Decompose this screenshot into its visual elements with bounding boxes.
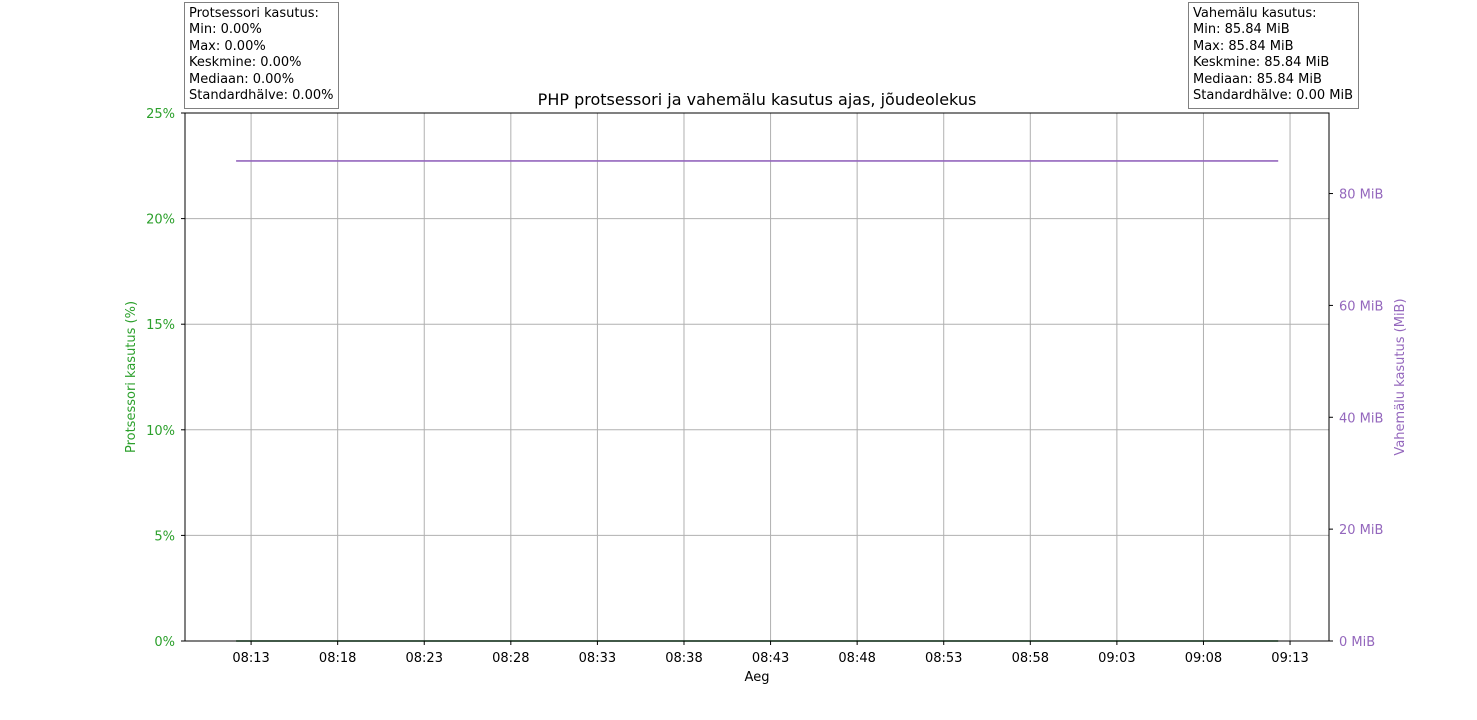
y-right-tick-label: 60 MiB [1339, 299, 1383, 314]
ticks-layer: 08:13 08:18 08:23 08:28 08:33 08:38 08:43 08:48… [146, 107, 1383, 666]
cpu-stats-median: Mediaan: 0.00% [189, 71, 295, 87]
cpu-stats-heading: Protsessori kasutus: [189, 6, 319, 21]
x-tick-label: 09:03 [1098, 651, 1135, 666]
y-left-tick-label: 0% [154, 635, 175, 650]
cpu-stats-std: Standardhälve: 0.00% [189, 88, 334, 104]
cpu-stats-mean: Keskmine: 0.00% [189, 55, 302, 71]
memory-stats-heading: Vahemälu kasutus: [1193, 6, 1317, 21]
x-tick-label: 08:28 [492, 651, 529, 666]
y-right-tick-label: 40 MiB [1339, 411, 1383, 426]
memory-stats-std: Standardhälve: 0.00 MiB [1193, 88, 1353, 104]
chart-title: PHP protsessori ja vahemälu kasutus ajas… [538, 90, 977, 109]
y-axis-label-right: Vahemälu kasutus (MiB) [1393, 298, 1408, 455]
grid [185, 112, 1329, 642]
x-tick-label: 08:58 [1012, 651, 1049, 666]
y-right-tick-label: 20 MiB [1339, 523, 1383, 538]
cpu-stats-max: Max: 0.00% [189, 38, 266, 54]
plot-area-frame [184, 112, 1330, 642]
x-tick-label: 08:53 [925, 651, 962, 666]
cpu-stats-min: Min: 0.00% [189, 22, 262, 38]
y-left-tick-label: 25% [146, 107, 175, 122]
memory-stats-min: Min: 85.84 MiB [1193, 22, 1290, 38]
y-left-tick-label: 10% [146, 424, 175, 439]
cpu-stats-box: Protsessori kasutus: Min: 0.00% Max: 0.0… [184, 2, 340, 110]
x-tick-label: 08:33 [579, 651, 616, 666]
memory-stats-mean: Keskmine: 85.84 MiB [1193, 55, 1330, 71]
x-tick-label: 08:43 [752, 651, 789, 666]
memory-stats-max: Max: 85.84 MiB [1193, 38, 1294, 54]
y-left-tick-label: 5% [154, 529, 175, 544]
y-axis-label-left: Protsessori kasutus (%) [124, 301, 139, 453]
y-right-tick-label: 0 MiB [1339, 635, 1375, 650]
x-tick-label: 08:48 [838, 651, 875, 666]
x-axis-label: Aeg [745, 670, 770, 685]
y-right-tick-label: 80 MiB [1339, 188, 1383, 203]
memory-stats-median: Mediaan: 85.84 MiB [1193, 71, 1322, 87]
y-left-tick-label: 20% [146, 213, 175, 228]
x-tick-label: 09:13 [1271, 651, 1308, 666]
x-tick-label: 08:13 [232, 651, 269, 666]
x-tick-label: 08:38 [665, 651, 702, 666]
series-layer [236, 160, 1279, 642]
x-tick-label: 08:23 [406, 651, 443, 666]
y-left-tick-label: 15% [146, 318, 175, 333]
memory-stats-box: Vahemälu kasutus: Min: 85.84 MiB Max: 85… [1188, 2, 1359, 110]
x-tick-label: 08:18 [319, 651, 356, 666]
x-tick-label: 09:08 [1185, 651, 1222, 666]
